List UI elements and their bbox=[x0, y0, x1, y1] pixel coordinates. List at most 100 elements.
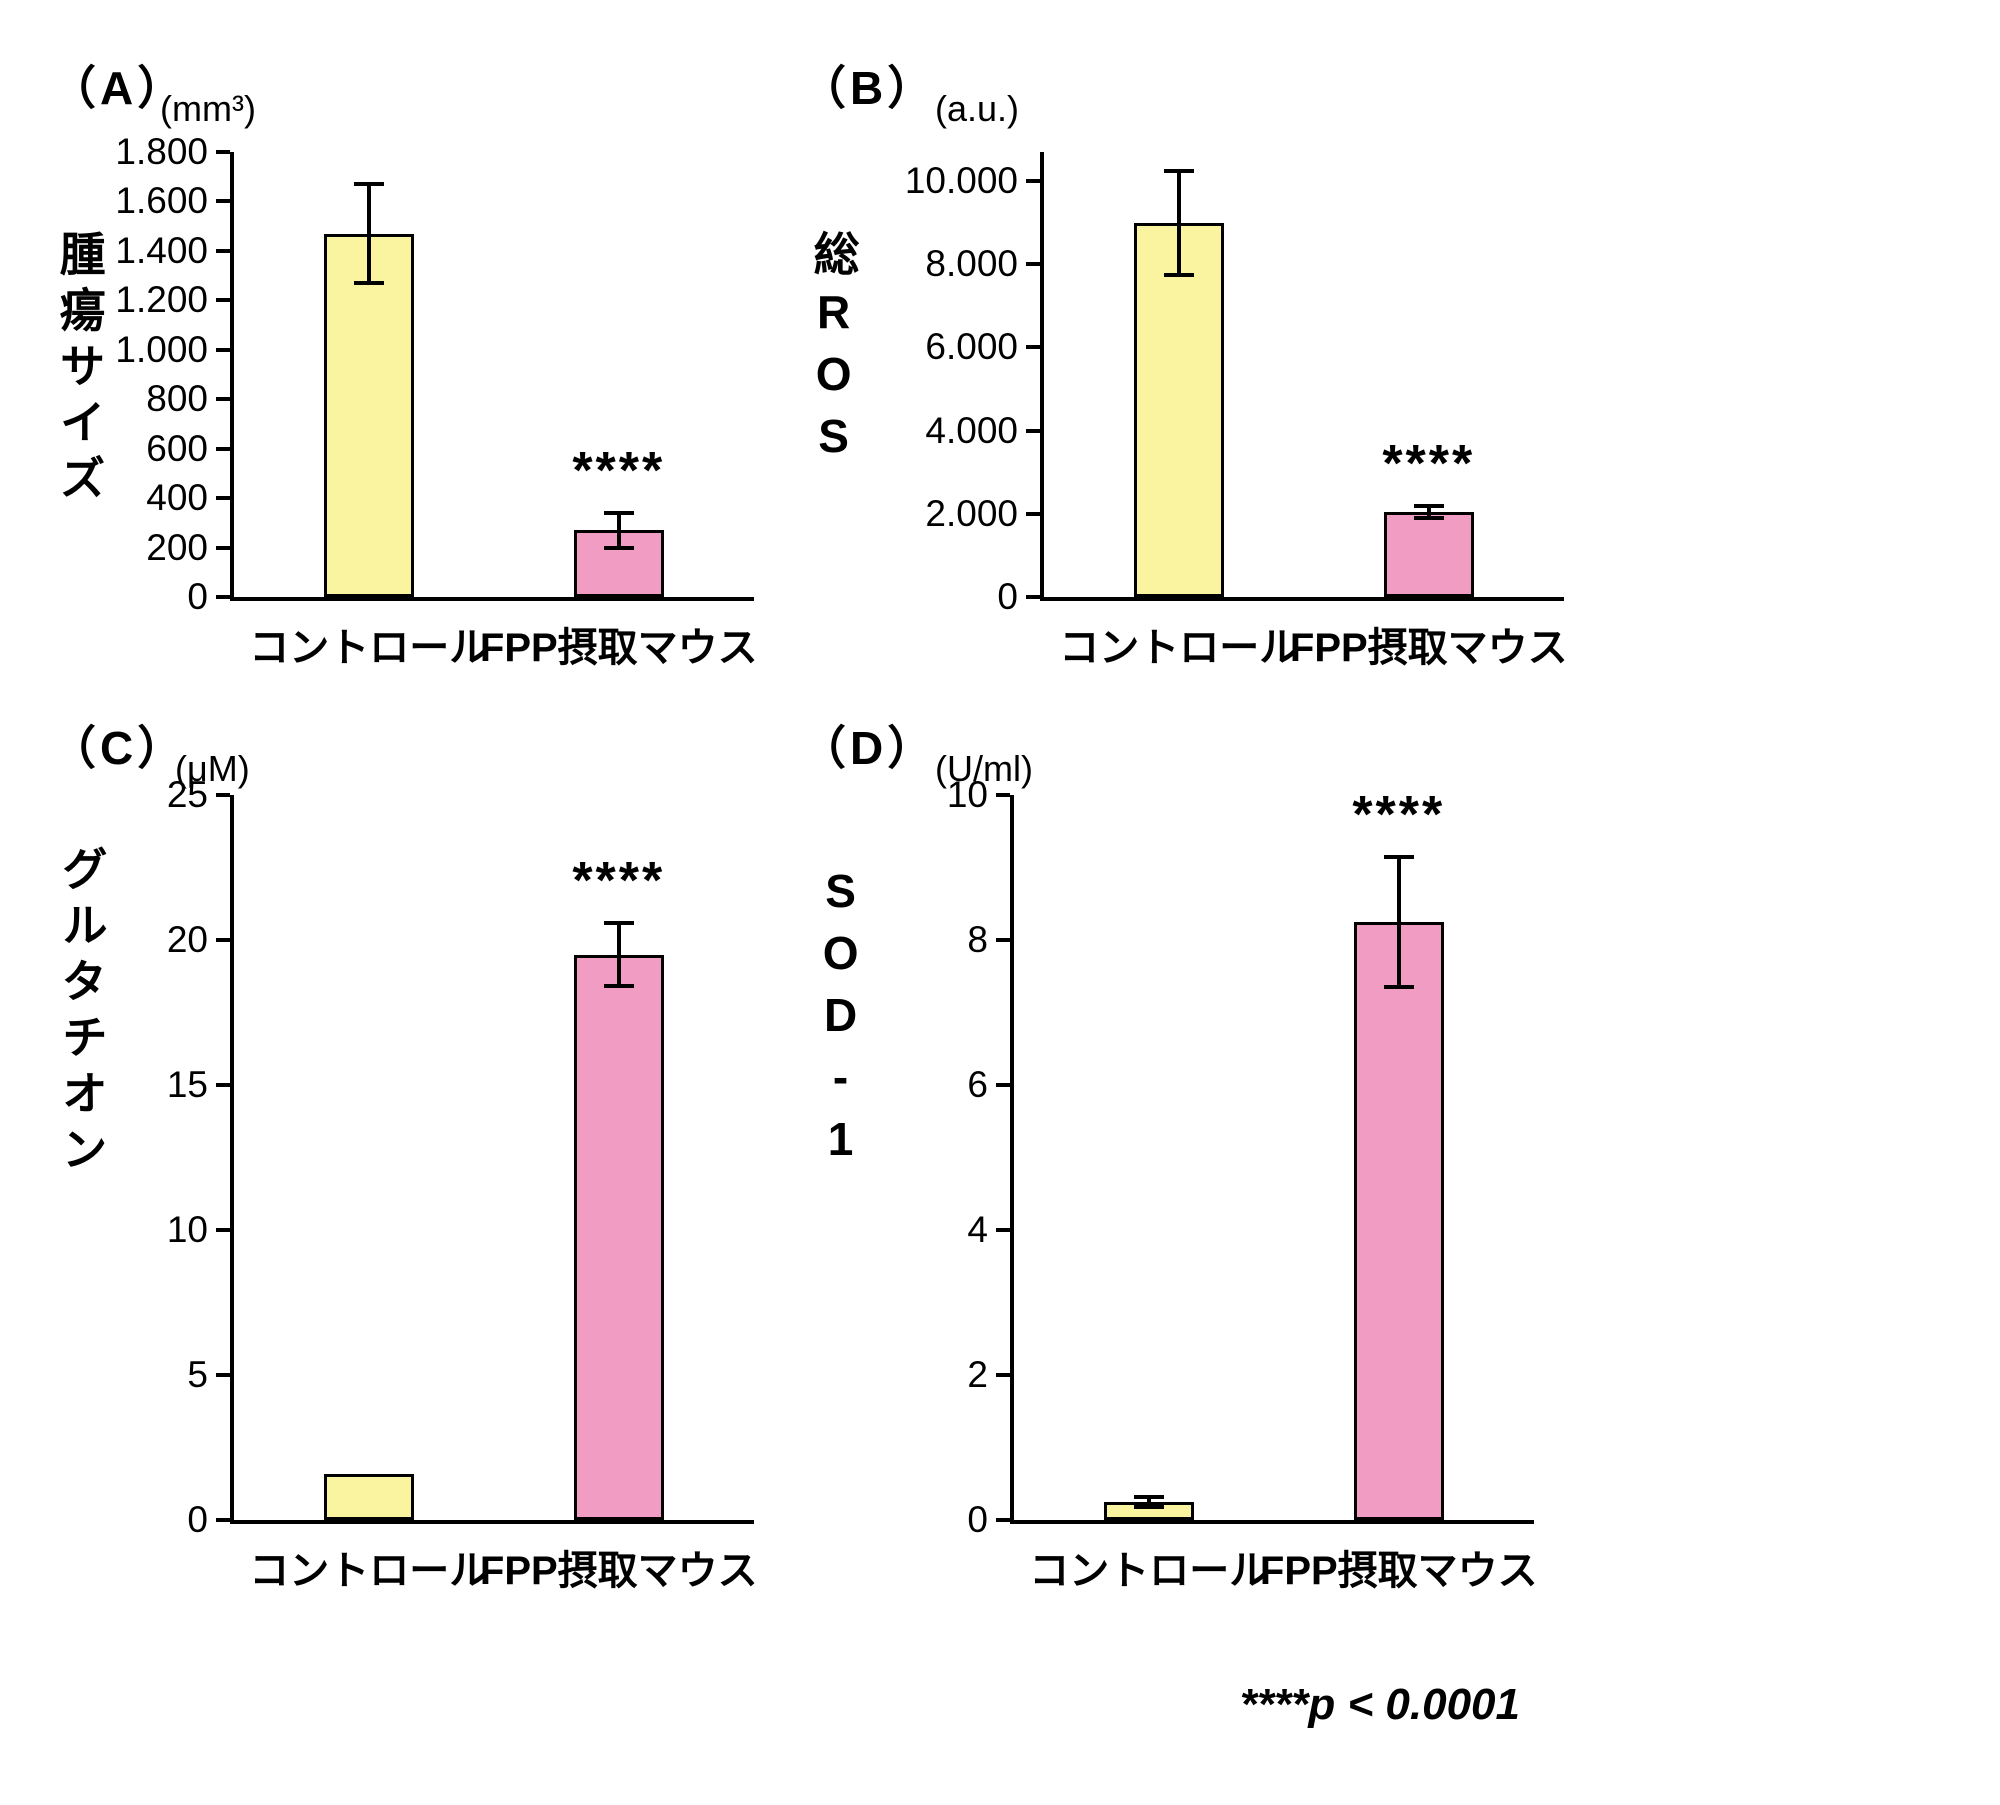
y-tick-mark bbox=[996, 1228, 1010, 1232]
y-tick-mark bbox=[996, 793, 1010, 797]
error-bar-line bbox=[1396, 856, 1401, 988]
bar-control bbox=[324, 1473, 415, 1520]
y-tick-label: 1.400 bbox=[115, 229, 208, 271]
error-bar-cap-top bbox=[1164, 168, 1195, 173]
y-tick-label: 0 bbox=[997, 576, 1018, 617]
category-label-fpp: FPP摂取マウス bbox=[479, 626, 758, 670]
y-tick-label: 25 bbox=[166, 774, 208, 815]
y-tick-label: 0 bbox=[187, 1499, 208, 1540]
y-tick-mark bbox=[996, 1083, 1010, 1087]
error-bar-cap-bottom bbox=[1134, 1504, 1165, 1509]
significance-stars: **** bbox=[1382, 434, 1476, 493]
y-tick-mark bbox=[216, 150, 230, 154]
panel-a: （A） (mm³) 腫瘍サイズ 0 200 400 600 800 1.000 1.200 1… bbox=[40, 40, 800, 700]
y-tick-label: 8.000 bbox=[925, 243, 1018, 285]
y-tick-label: 2.000 bbox=[925, 492, 1018, 534]
y-tick-mark bbox=[216, 446, 230, 451]
y-tick-label: 10.000 bbox=[904, 160, 1018, 202]
y-tick-label: 4 bbox=[967, 1209, 988, 1250]
bar-control bbox=[1134, 222, 1225, 597]
error-bar-line bbox=[1177, 170, 1182, 275]
panel-c-ylabel: グルタチオン bbox=[55, 845, 108, 1181]
panel-b-label: （B） bbox=[800, 62, 938, 114]
panel-c-unit: (μM) bbox=[175, 748, 250, 789]
error-bar-cap-bottom bbox=[354, 281, 385, 286]
panel-b-unit: (a.u.) bbox=[935, 88, 1020, 129]
y-tick-mark bbox=[996, 938, 1010, 942]
category-label-fpp: FPP摂取マウス bbox=[1259, 1549, 1538, 1593]
y-tick-label: 400 bbox=[146, 477, 208, 519]
error-bar-cap-bottom bbox=[1413, 515, 1444, 520]
y-tick-mark bbox=[216, 397, 230, 402]
y-tick-label: 200 bbox=[146, 526, 208, 568]
category-label-fpp: FPP摂取マウス bbox=[1289, 626, 1568, 670]
panel-d-label: （D） bbox=[800, 722, 938, 774]
y-tick-mark bbox=[1026, 345, 1040, 350]
category-label-control: コントロール bbox=[1029, 1549, 1270, 1593]
error-bar-cap-bottom bbox=[603, 545, 634, 550]
y-tick-mark bbox=[996, 1373, 1010, 1377]
y-tick-mark bbox=[1026, 595, 1040, 599]
y-tick-label: 1.800 bbox=[115, 131, 208, 172]
panel-d-unit: (U/ml) bbox=[935, 748, 1033, 789]
error-bar-cap-top bbox=[1383, 854, 1414, 859]
significance-stars: **** bbox=[1352, 785, 1446, 844]
panel-d-ylabel: SOD-1 bbox=[814, 865, 867, 1175]
panel-d-plot: 0 2 4 6 8 10 コントロール **** FPP摂取マウス bbox=[947, 774, 1538, 1593]
y-tick-mark bbox=[216, 248, 230, 253]
y-tick-mark bbox=[216, 298, 230, 303]
y-tick-mark bbox=[216, 1373, 230, 1377]
bar-fpp bbox=[1353, 921, 1444, 1520]
panel-a-plot: 0 200 400 600 800 1.000 1.200 1.400 1.600 1.800 コン… bbox=[115, 131, 757, 670]
y-tick-label: 10 bbox=[166, 1209, 208, 1250]
y-tick-mark bbox=[216, 938, 230, 942]
y-tick-label: 1.000 bbox=[115, 328, 208, 370]
y-tick-label: 20 bbox=[166, 919, 208, 960]
category-label-fpp: FPP摂取マウス bbox=[479, 1549, 758, 1593]
category-label-control: コントロール bbox=[249, 1549, 490, 1593]
y-tick-mark bbox=[216, 545, 230, 550]
panel-b: （B） (a.u.) 総ROS 0 2.000 4.000 6.000 8.000 10.… bbox=[790, 40, 1570, 700]
error-bar-line bbox=[616, 512, 621, 548]
y-tick-label: 0 bbox=[187, 576, 208, 617]
error-bar-cap-top bbox=[1134, 1494, 1165, 1499]
y-tick-label: 800 bbox=[146, 378, 208, 420]
panel-c-plot: 0 5 10 15 20 25 コントロール **** FPP摂取マウス bbox=[167, 774, 758, 1593]
y-tick-mark bbox=[1026, 179, 1040, 184]
y-tick-mark bbox=[1026, 262, 1040, 267]
panel-a-unit: (mm³) bbox=[160, 88, 256, 129]
y-tick-label: 15 bbox=[166, 1064, 208, 1105]
y-tick-label: 6 bbox=[967, 1064, 988, 1105]
significance-footnote: ****p < 0.0001 bbox=[1239, 1680, 1520, 1729]
y-tick-label: 600 bbox=[146, 427, 208, 469]
y-tick-label: 8 bbox=[967, 919, 988, 960]
significance-stars: **** bbox=[572, 441, 666, 500]
error-bar-cap-bottom bbox=[603, 984, 634, 989]
panel-a-label: （A） bbox=[50, 62, 188, 114]
y-tick-mark bbox=[216, 1228, 230, 1232]
panel-b-ylabel: 総ROS bbox=[807, 230, 860, 472]
y-tick-mark bbox=[216, 1518, 230, 1522]
panel-d: （D） (U/ml) SOD-1 0 2 4 6 8 10 コントロール **** FPP摂取マ… bbox=[790, 700, 1570, 1700]
error-bar-cap-top bbox=[354, 182, 385, 187]
y-tick-mark bbox=[216, 1083, 230, 1087]
error-bar-line bbox=[616, 922, 621, 987]
y-tick-label: 1.200 bbox=[115, 279, 208, 321]
bar-fpp bbox=[573, 954, 664, 1520]
panel-c: （C） (μM) グルタチオン 0 5 10 15 20 25 コントロール **** FPP摂… bbox=[40, 700, 800, 1700]
y-tick-label: 5 bbox=[187, 1354, 208, 1395]
panel-a-ylabel: 腫瘍サイズ bbox=[53, 230, 106, 510]
y-tick-mark bbox=[996, 1518, 1010, 1522]
error-bar-line bbox=[1426, 505, 1431, 518]
error-bar-cap-bottom bbox=[1164, 272, 1195, 277]
y-tick-mark bbox=[216, 793, 230, 797]
y-tick-label: 4.000 bbox=[925, 409, 1018, 451]
y-tick-mark bbox=[1026, 511, 1040, 516]
y-tick-label: 2 bbox=[967, 1354, 988, 1395]
error-bar-line bbox=[1147, 1496, 1152, 1507]
error-bar-cap-top bbox=[603, 920, 634, 925]
y-tick-mark bbox=[1026, 428, 1040, 433]
y-tick-mark bbox=[216, 199, 230, 204]
y-tick-label: 6.000 bbox=[925, 326, 1018, 368]
